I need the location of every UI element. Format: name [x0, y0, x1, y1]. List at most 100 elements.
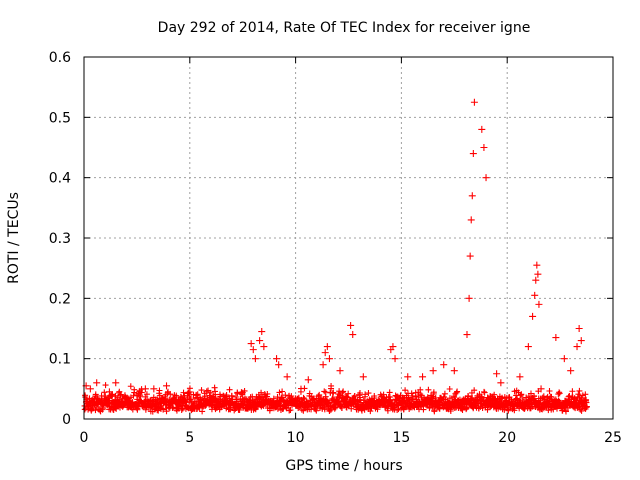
background-point — [578, 407, 585, 414]
background-point — [430, 390, 437, 397]
background-point — [454, 388, 461, 395]
data-point — [93, 379, 101, 387]
background-point — [164, 390, 171, 397]
data-point — [404, 373, 412, 381]
plot-frame — [83, 56, 614, 420]
background-point — [331, 405, 338, 412]
data-point — [516, 373, 524, 381]
data-point — [251, 355, 259, 363]
background-point — [279, 388, 286, 395]
data-point — [533, 261, 541, 269]
background-point — [163, 408, 170, 415]
data-point — [577, 337, 585, 345]
background-point — [371, 395, 378, 402]
data-point — [256, 337, 264, 345]
background-point — [92, 391, 99, 398]
data-point — [247, 340, 255, 348]
background-point — [300, 394, 307, 401]
background-point — [142, 406, 149, 413]
x-tick-label: 25 — [604, 430, 622, 446]
x-tick-label: 15 — [392, 430, 410, 446]
data-point — [347, 321, 355, 329]
background-point — [127, 383, 134, 390]
background-point — [102, 382, 109, 389]
background-point — [288, 393, 295, 400]
background-point — [207, 389, 214, 396]
y-tick-label: 0.6 — [49, 50, 71, 66]
background-point — [362, 391, 369, 398]
background-point — [173, 392, 180, 399]
x-axis-label: GPS time / hours — [285, 458, 402, 474]
background-point — [160, 406, 167, 413]
data-point — [552, 334, 560, 342]
data-point — [349, 331, 357, 339]
background-point — [402, 387, 409, 394]
data-point — [133, 391, 141, 399]
background-point — [143, 391, 150, 398]
background-point — [220, 392, 227, 399]
data-point — [283, 373, 291, 381]
x-tick-label: 10 — [287, 430, 305, 446]
background-point — [436, 405, 443, 412]
data-point — [480, 144, 488, 151]
data-point — [531, 291, 539, 299]
background-point — [471, 387, 478, 394]
y-tick-label: 0 — [62, 412, 71, 428]
background-point — [554, 405, 561, 412]
background-point — [329, 390, 336, 397]
background-point — [301, 385, 308, 392]
data-point — [167, 397, 175, 405]
background-point — [365, 390, 372, 397]
background-point — [198, 387, 205, 394]
data-point — [450, 367, 458, 375]
data-point — [211, 394, 219, 402]
data-point — [389, 343, 397, 351]
y-tick-label: 0.2 — [49, 291, 71, 307]
background-point — [569, 388, 576, 395]
background-point — [330, 389, 337, 396]
background-point — [264, 390, 271, 397]
grid — [84, 57, 613, 419]
background-point — [226, 386, 233, 393]
data-point — [497, 379, 505, 387]
background-point — [464, 404, 471, 411]
data-point — [478, 125, 486, 133]
background-point — [138, 389, 145, 396]
background-point — [583, 403, 590, 410]
data-point — [86, 385, 94, 393]
background-point — [566, 392, 573, 399]
background-point — [425, 386, 432, 393]
data-point — [323, 343, 331, 351]
data-point — [112, 379, 120, 387]
data-point — [275, 361, 283, 369]
background-point — [540, 393, 547, 400]
data-point — [524, 343, 532, 351]
background-point — [374, 406, 381, 413]
background-point — [556, 390, 563, 397]
data-point — [319, 361, 327, 369]
background-point — [131, 386, 138, 393]
background-point — [484, 406, 491, 413]
background-point — [343, 394, 350, 401]
background-point — [518, 391, 525, 398]
background-point — [82, 392, 89, 399]
background-point — [167, 391, 174, 398]
background-point — [339, 389, 346, 396]
data-point — [321, 349, 329, 357]
background-point — [481, 389, 488, 396]
background-point — [340, 388, 347, 395]
background-point — [576, 387, 583, 394]
background-point — [88, 406, 95, 413]
background-point — [546, 387, 553, 394]
background-point — [297, 388, 304, 395]
background-point — [545, 407, 552, 414]
background-point — [241, 387, 248, 394]
y-tick-label: 0.4 — [49, 171, 71, 187]
background-point — [300, 407, 307, 414]
background-point — [321, 388, 328, 395]
data-point — [537, 385, 545, 393]
background-point — [582, 391, 589, 398]
data-point — [573, 343, 581, 351]
data-point — [560, 355, 568, 363]
data-point — [534, 270, 542, 278]
